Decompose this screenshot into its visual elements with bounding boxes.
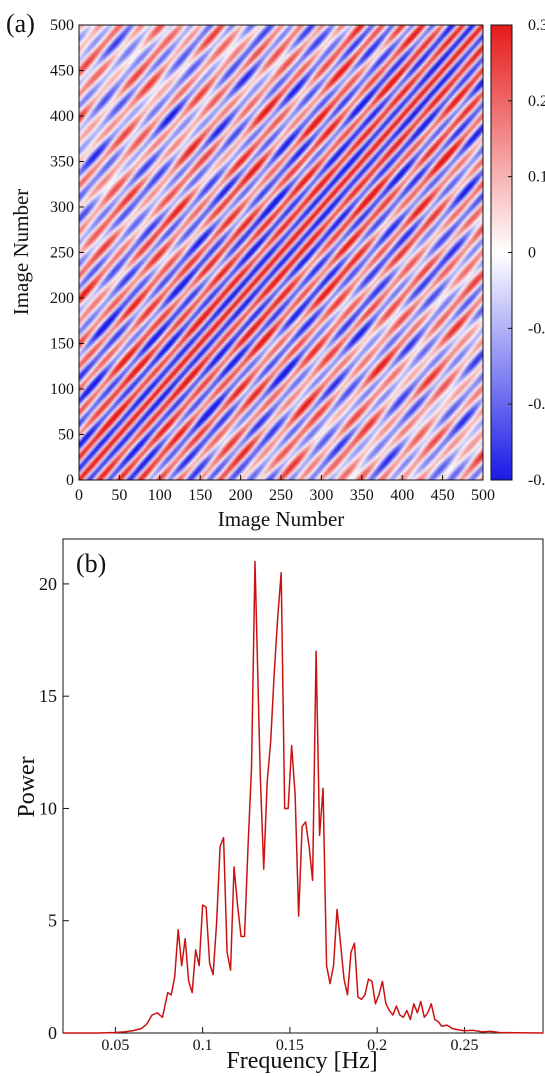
heatmap-x-tick-label: 150 bbox=[188, 487, 212, 504]
heatmap-y-axis-title: Image Number bbox=[9, 189, 33, 316]
heatmap-y-tick-label: 200 bbox=[50, 290, 74, 307]
heatmap-y-tick-label: 250 bbox=[50, 245, 74, 262]
heatmap-image bbox=[79, 25, 483, 480]
heatmap-y-tick-label: 500 bbox=[50, 17, 74, 34]
heatmap-y-tick-label: 50 bbox=[58, 427, 74, 444]
spectrum-y-axis-title: Power bbox=[14, 756, 40, 817]
panel-a: (a) 0 50 100 150 200 250 300 350 400 450 500 0 50 10… bbox=[6, 9, 545, 531]
heatmap-x-tick-label: 400 bbox=[390, 487, 414, 504]
colorbar-tick-label: 0.1 bbox=[528, 169, 545, 186]
spectrum-y-axis: 0 5 10 15 20 bbox=[39, 574, 69, 1043]
spectrum-x-tick-label: 0.25 bbox=[450, 1037, 478, 1054]
heatmap-x-tick-label: 500 bbox=[471, 487, 495, 504]
spectrum-x-axis: 0.05 0.1 0.15 0.2 0.25 bbox=[101, 1027, 478, 1054]
colorbar-tick-label: -0.1 bbox=[528, 320, 545, 337]
spectrum-x-tick-label: 0.05 bbox=[101, 1037, 129, 1054]
spectrum-x-tick-label: 0.1 bbox=[193, 1037, 213, 1054]
heatmap-y-tick-label: 400 bbox=[50, 108, 74, 125]
heatmap-group bbox=[78, 24, 484, 481]
heatmap-x-axis: 0 50 100 150 200 250 300 350 400 450 500 bbox=[75, 475, 495, 504]
heatmap-y-tick-label: 300 bbox=[50, 199, 74, 216]
colorbar-tick-label: 0.2 bbox=[528, 93, 545, 110]
heatmap-x-axis-title: Image Number bbox=[218, 507, 345, 531]
colorbar: 0.3 0.2 0.1 0 -0.1 -0.2 -0.3 bbox=[490, 17, 545, 489]
colorbar-tick-label: 0 bbox=[528, 245, 536, 262]
spectrum-y-tick-label: 15 bbox=[39, 686, 57, 706]
heatmap-y-tick-label: 450 bbox=[50, 63, 74, 80]
spectrum-y-tick-label: 0 bbox=[48, 1023, 57, 1043]
spectrum-y-tick-label: 20 bbox=[39, 574, 57, 594]
panel-a-label: (a) bbox=[6, 9, 35, 38]
heatmap-x-tick-label: 250 bbox=[269, 487, 293, 504]
heatmap-y-tick-label: 100 bbox=[50, 381, 74, 398]
heatmap-x-tick-label: 50 bbox=[111, 487, 127, 504]
panel-b: (b) 0.05 0.1 0.15 0.2 0.25 0 5 10 15 20 Frequenc… bbox=[14, 538, 544, 1074]
spectrum-x-tick-label: 0.15 bbox=[276, 1037, 304, 1054]
heatmap-x-tick-label: 450 bbox=[431, 487, 455, 504]
spectrum-plot-frame bbox=[62, 538, 544, 1034]
spectrum-series-line bbox=[63, 560, 544, 1034]
colorbar-tick-label: -0.3 bbox=[528, 472, 545, 489]
panel-b-label: (b) bbox=[76, 549, 106, 578]
heatmap-x-tick-label: 200 bbox=[229, 487, 253, 504]
colorbar-tick-label: -0.2 bbox=[528, 396, 545, 413]
heatmap-y-axis: 0 50 100 150 200 250 300 350 400 450 500 bbox=[50, 17, 84, 489]
heatmap-y-tick-label: 150 bbox=[50, 336, 74, 353]
heatmap-x-tick-label: 350 bbox=[350, 487, 374, 504]
heatmap-x-tick-label: 300 bbox=[309, 487, 333, 504]
heatmap-x-tick-label: 0 bbox=[75, 487, 83, 504]
spectrum-x-tick-label: 0.2 bbox=[367, 1037, 387, 1054]
colorbar-ticks: 0.3 0.2 0.1 0 -0.1 -0.2 -0.3 bbox=[508, 17, 545, 489]
spectrum-x-axis-title: Frequency [Hz] bbox=[226, 1048, 377, 1074]
spectrum-y-tick-label: 10 bbox=[39, 798, 57, 818]
heatmap-y-tick-label: 0 bbox=[66, 472, 74, 489]
heatmap-x-tick-label: 100 bbox=[148, 487, 172, 504]
spectrum-y-tick-label: 5 bbox=[48, 911, 57, 931]
heatmap-y-tick-label: 350 bbox=[50, 154, 74, 171]
colorbar-tick-label: 0.3 bbox=[528, 17, 545, 34]
